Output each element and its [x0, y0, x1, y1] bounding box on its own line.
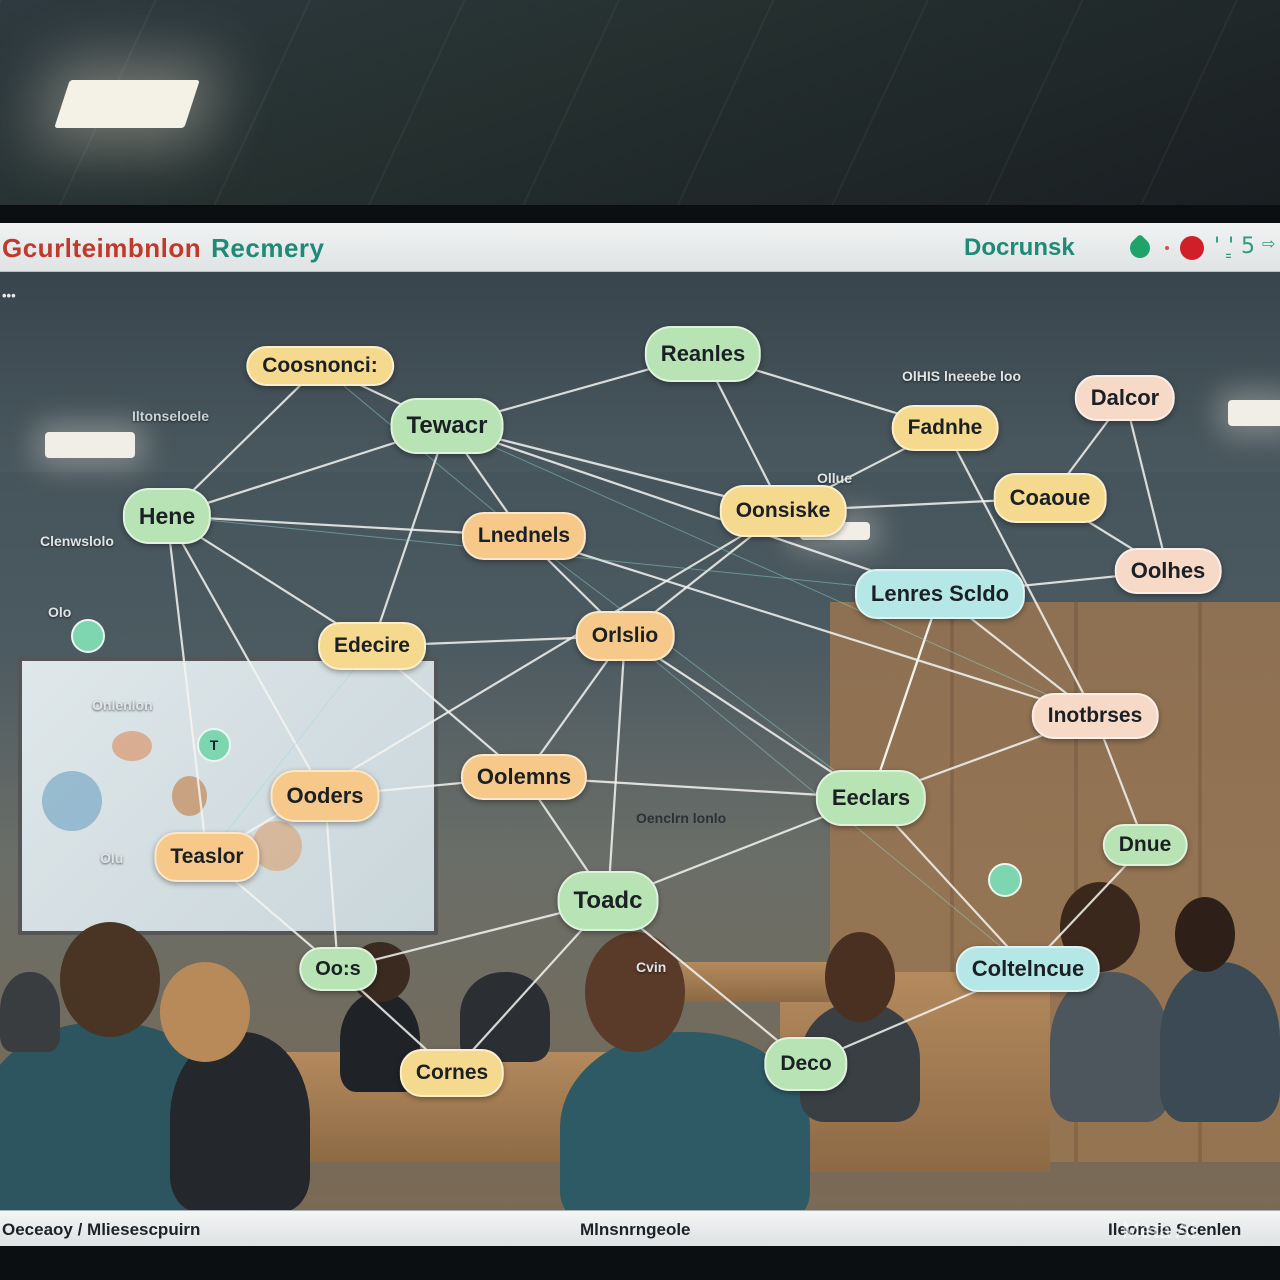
annotation-label: Olu — [100, 850, 124, 866]
graph-edge — [944, 427, 1096, 717]
student-head — [825, 932, 895, 1022]
student-head — [60, 922, 160, 1037]
graph-node[interactable]: Reanles — [644, 326, 762, 382]
graph-node[interactable]: Orlslio — [575, 611, 675, 661]
documents-menu[interactable]: Docrunsk — [964, 234, 1075, 261]
graph-edge-faint — [446, 425, 1096, 717]
graph-node[interactable]: Lenres Scldo — [854, 569, 1026, 619]
status-right: Ileonsie Scenlen — [1108, 1220, 1242, 1239]
status-bar: Oeceaoy / Mliesescpuirn Mlnsnrngeole Ile… — [0, 1210, 1280, 1247]
graph-node[interactable]: Lnednels — [461, 512, 587, 560]
graph-edge — [323, 795, 340, 970]
graph-edge — [606, 635, 627, 902]
graph-edge — [165, 515, 209, 858]
marker-node[interactable] — [988, 863, 1022, 897]
screen-bezel-bottom — [0, 1246, 1280, 1280]
student — [1050, 972, 1170, 1122]
graph-edge — [370, 425, 449, 647]
record-status-icon[interactable] — [1180, 236, 1204, 260]
graph-edge — [1123, 397, 1170, 572]
student — [0, 972, 60, 1052]
graph-edge — [869, 593, 942, 799]
graph-node[interactable]: Oonsiske — [719, 485, 847, 537]
graph-node[interactable]: Cornes — [399, 1049, 505, 1097]
marker-node[interactable] — [71, 619, 105, 653]
classroom-background — [0, 272, 1280, 1210]
marker-node[interactable]: T — [197, 728, 231, 762]
graph-node[interactable]: Deco — [764, 1037, 848, 1091]
watermark: Meta AI — [1122, 1218, 1197, 1243]
status-glyph: '͇ 5 — [1228, 234, 1256, 259]
graph-node[interactable]: Tewacr — [390, 398, 504, 454]
graph-node[interactable]: Fadnhe — [891, 405, 999, 451]
graph-edge — [624, 635, 872, 799]
annotation-label: Cvin — [636, 959, 667, 975]
screen-bezel-top — [0, 205, 1280, 223]
app-title-part2: Recmery — [211, 233, 325, 263]
graph-edge — [446, 424, 941, 596]
graph-edge-faint — [206, 645, 373, 858]
expand-icon[interactable]: ⇨ — [1262, 234, 1276, 253]
annotation-label: Iltonseloele — [132, 408, 210, 424]
graph-node[interactable]: Hene — [122, 488, 212, 544]
graph-node[interactable]: Coaoue — [993, 473, 1107, 523]
graph-node[interactable]: Eeclars — [815, 770, 927, 826]
graph-edge — [870, 797, 1029, 970]
status-glyph: ' — [1214, 234, 1221, 259]
graph-edge-faint — [523, 535, 872, 799]
separator-dot — [1165, 246, 1169, 250]
student — [170, 1032, 310, 1210]
student — [1160, 962, 1280, 1122]
graph-node[interactable]: Teaslor — [154, 832, 260, 882]
status-center: Mlnsnrngeole — [580, 1220, 691, 1239]
graph-node[interactable]: Oolhes — [1114, 548, 1222, 594]
room-light — [1228, 400, 1280, 426]
annotation-label: Oenclrn lonlo — [636, 810, 727, 826]
corner-label: ••• — [2, 288, 16, 303]
app-title: Gcurlteimbnlon Recmery — [2, 233, 324, 264]
graph-edge — [166, 515, 326, 797]
student-head — [160, 962, 250, 1062]
student-head — [1175, 897, 1235, 972]
status-left: Oeceaoy / Mliesescpuirn — [2, 1220, 201, 1239]
annotation-label: OlHIS lneeebe loo — [902, 368, 1022, 384]
annotation-label: Onlenlon — [92, 697, 153, 713]
app-title-part1: Gcurlteimbnlon — [2, 233, 202, 263]
graph-edge — [523, 534, 1096, 718]
photo-ceiling — [0, 0, 1280, 210]
graph-node[interactable]: Oolemns — [460, 754, 588, 800]
graph-node[interactable]: Ooders — [270, 770, 380, 822]
graph-node[interactable]: Edecire — [318, 622, 426, 670]
annotation-label: Olo — [48, 604, 72, 620]
room-light — [45, 432, 135, 458]
annotation-label: Ollue — [817, 470, 853, 486]
graph-node[interactable]: Coltelncue — [955, 946, 1101, 992]
graph-node[interactable]: Coosnonci: — [246, 346, 394, 386]
app-titlebar: Gcurlteimbnlon Recmery Docrunsk — [0, 223, 1280, 272]
graph-node[interactable]: Oo:s — [299, 947, 377, 991]
annotation-label: Clenwslolo — [40, 533, 114, 549]
graph-node[interactable]: Toadc — [557, 871, 659, 931]
graph-node[interactable]: Dnue — [1102, 824, 1188, 866]
graph-node[interactable]: Inotbrses — [1031, 693, 1159, 739]
graph-node[interactable]: Dalcor — [1074, 375, 1176, 421]
